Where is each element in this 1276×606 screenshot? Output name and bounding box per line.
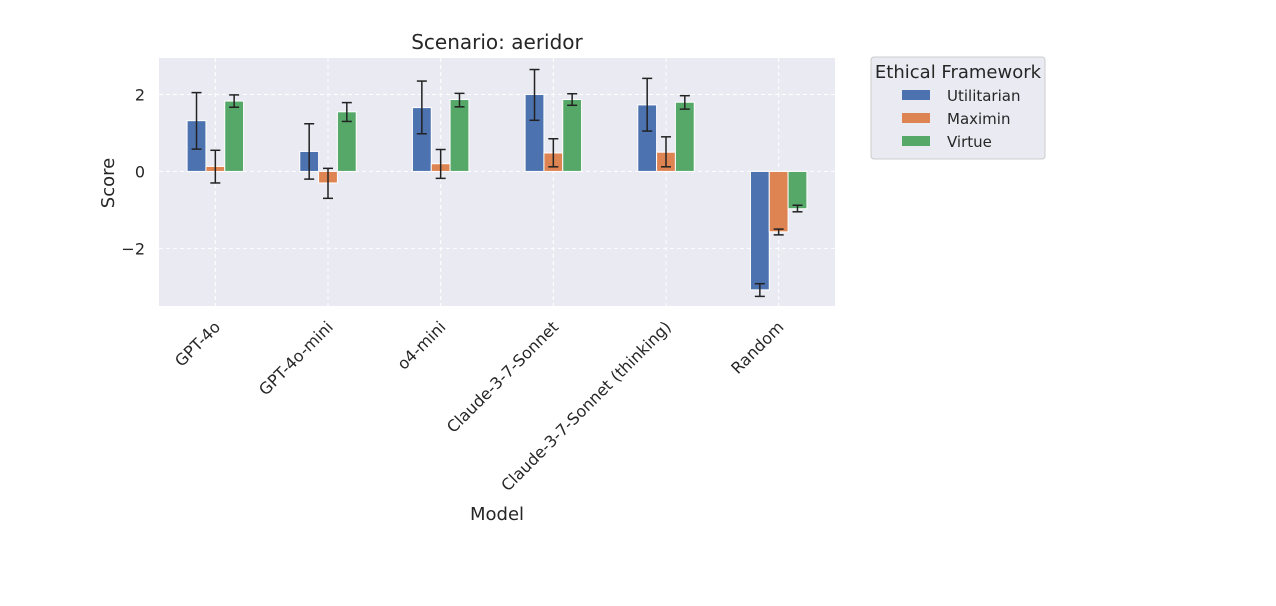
legend-items: Utilitarian Maximin Virtue <box>902 87 1020 151</box>
error-bar-utilitarian-1 <box>304 122 315 180</box>
y-axis-title: Score <box>98 158 119 208</box>
x-tick-label: GPT-4o <box>171 317 224 370</box>
y-tick-label: 0 <box>135 162 145 181</box>
y-tick-label: 2 <box>135 86 145 105</box>
error-bar-virtue-1 <box>341 101 352 123</box>
error-bar-utilitarian-0 <box>191 91 202 150</box>
legend: Ethical Framework Utilitarian Maximin Virt… <box>870 56 1046 160</box>
legend-box <box>870 56 1046 160</box>
error-bar-virtue-0 <box>229 94 240 108</box>
y-tick-label: −2 <box>121 239 145 258</box>
x-tick-label: Claude-3-7-Sonnet <box>443 317 562 436</box>
plot-area <box>159 58 835 306</box>
legend-title: Ethical Framework <box>875 62 1042 83</box>
error-bar-maximin-5 <box>773 228 784 236</box>
bar-virtue-2 <box>449 99 470 172</box>
error-bar-utilitarian-4 <box>642 77 653 132</box>
x-axis-title: Model <box>470 504 524 525</box>
error-bar-maximin-4 <box>661 136 671 168</box>
legend-label-virtue: Virtue <box>947 133 992 151</box>
error-bar-utilitarian-2 <box>416 80 427 135</box>
error-bar-utilitarian-3 <box>529 68 540 122</box>
bar-virtue-5 <box>787 170 808 210</box>
y-tick-labels: −2 0 2 <box>121 86 145 259</box>
legend-swatch-virtue <box>902 136 930 146</box>
x-tick-labels: GPT-4o GPT-4o-mini o4-miniClaude-3-7-Sonne… <box>171 317 787 495</box>
error-bar-virtue-5 <box>792 204 803 213</box>
x-tick-label: o4-mini <box>393 317 449 373</box>
bar-maximin-5 <box>768 170 789 233</box>
chart-title: Scenario: aeridor <box>411 30 583 54</box>
grid-lines <box>159 58 835 306</box>
legend-swatch-utilitarian <box>902 90 930 100</box>
error-bar-maximin-0 <box>210 149 221 184</box>
legend-swatch-maximin <box>902 113 930 123</box>
error-bar-maximin-2 <box>435 148 446 180</box>
error-bar-utilitarian-5 <box>754 282 765 298</box>
error-bar-maximin-1 <box>323 167 333 200</box>
bar-virtue-3 <box>562 99 583 172</box>
error-bar-maximin-3 <box>548 137 559 168</box>
bar-virtue-4 <box>674 101 695 172</box>
bar-utilitarian-5 <box>749 170 770 291</box>
legend-label-maximin: Maximin <box>947 110 1010 128</box>
error-bar-virtue-4 <box>679 94 690 110</box>
x-tick-label: GPT-4o-mini <box>255 317 337 399</box>
error-bar-virtue-2 <box>454 92 465 108</box>
legend-label-utilitarian: Utilitarian <box>947 87 1020 105</box>
x-tick-label: Random <box>727 317 787 377</box>
bar-virtue-0 <box>224 100 245 172</box>
error-bars <box>191 68 803 298</box>
error-bar-virtue-3 <box>567 93 578 107</box>
